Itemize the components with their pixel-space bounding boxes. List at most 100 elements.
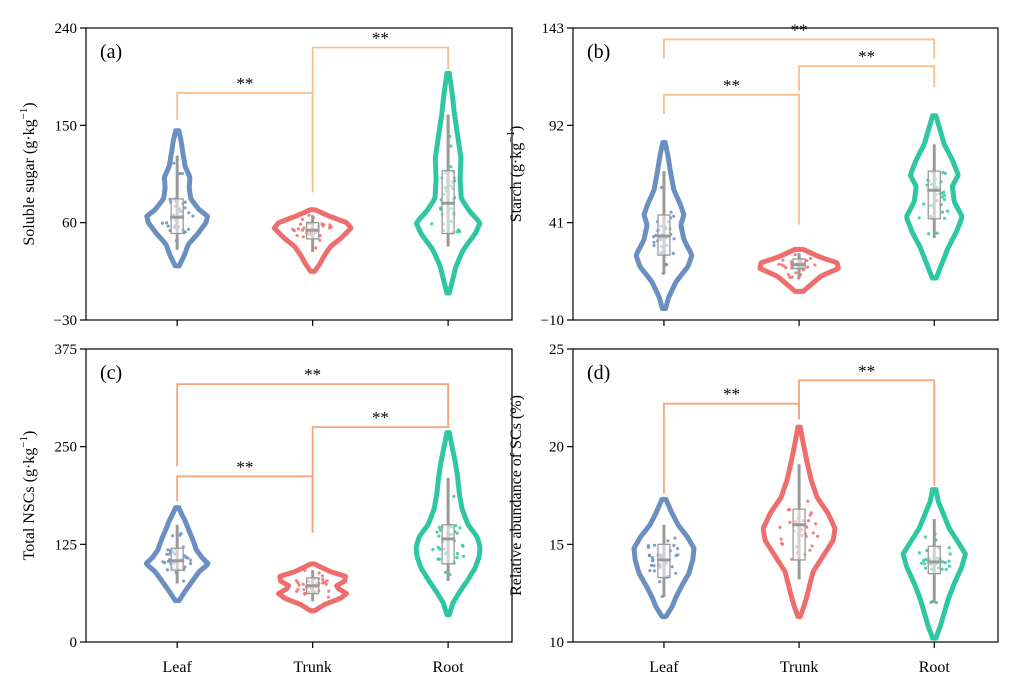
data-point: [300, 217, 304, 221]
data-point: [674, 571, 678, 575]
data-point: [658, 580, 662, 584]
y-axis-label-tail: ): [508, 126, 525, 131]
data-point: [160, 221, 164, 225]
data-point: [920, 561, 924, 565]
box-iqr: [927, 170, 941, 220]
data-point: [947, 546, 951, 550]
y-axis-label: Total NSCs (g·kg−1): [18, 431, 38, 561]
data-point: [941, 210, 945, 214]
data-point: [671, 251, 675, 255]
data-point: [178, 533, 182, 537]
panel-label: (b): [587, 41, 610, 63]
data-point: [302, 588, 306, 592]
data-point: [327, 589, 331, 593]
data-point: [166, 548, 170, 552]
data-point: [779, 537, 783, 541]
data-point: [437, 525, 441, 530]
data-point: [942, 198, 947, 202]
data-point: [299, 222, 303, 226]
data-point: [935, 231, 939, 235]
data-point: [784, 266, 788, 270]
significance-label: **: [372, 408, 389, 427]
data-point: [809, 511, 813, 515]
y-tick-label: 143: [542, 21, 565, 37]
data-point: [652, 569, 657, 573]
significance-label: **: [791, 20, 808, 39]
y-tick-label: 15: [549, 537, 564, 553]
significance-bracket: **: [311, 28, 449, 193]
data-point: [430, 222, 434, 226]
data-point: [186, 556, 190, 560]
x-tick-label-leaf: Leaf: [649, 659, 679, 676]
data-point: [649, 563, 654, 567]
bracket-line: [798, 65, 936, 91]
data-point: [307, 213, 311, 217]
data-point: [652, 243, 656, 248]
data-point: [325, 579, 329, 583]
y-tick-label: 60: [62, 216, 77, 232]
data-point: [652, 240, 656, 244]
violin-outline: [271, 207, 354, 274]
significance-label: **: [304, 365, 321, 384]
data-point: [669, 210, 673, 214]
data-point: [940, 195, 944, 199]
y-tick-label: 0: [70, 635, 78, 651]
violin-leaf: [143, 505, 211, 604]
data-point: [648, 569, 652, 573]
y-axis-label-superscript: −1: [18, 436, 30, 448]
y-tick-label: 10: [549, 635, 564, 651]
x-tick-label-trunk: Trunk: [780, 659, 819, 676]
data-point: [652, 564, 656, 568]
data-point: [666, 539, 670, 543]
panel-label: (a): [100, 41, 122, 63]
data-point: [183, 206, 187, 210]
plot-frame: [572, 348, 999, 643]
violin-outline: [760, 424, 838, 620]
data-point: [191, 214, 195, 218]
data-point: [294, 579, 298, 583]
significance-bracket: **: [663, 20, 936, 59]
data-point: [942, 190, 946, 194]
data-point: [788, 275, 792, 279]
data-point: [188, 561, 193, 566]
data-point: [458, 526, 462, 530]
y-tick-label: 41: [549, 216, 564, 232]
data-point: [443, 570, 448, 574]
y-axis-label-superscript: −1: [18, 108, 30, 120]
x-tick-label-trunk: Trunk: [293, 659, 332, 676]
violin-root: [900, 487, 968, 641]
data-point: [672, 237, 676, 241]
y-tick-label: 92: [549, 118, 564, 134]
data-point: [301, 235, 305, 239]
data-point: [449, 144, 453, 148]
y-tick-label: 250: [55, 440, 78, 456]
data-point: [302, 226, 306, 230]
violin-outline: [757, 246, 841, 294]
data-point: [670, 565, 674, 569]
data-point: [672, 543, 676, 548]
data-point: [941, 560, 945, 564]
data-point: [793, 253, 797, 257]
data-point: [455, 556, 459, 560]
panel-a: −30 60 150 240 Soluble sugar (g·kg−1) (a) ** **: [18, 21, 513, 329]
data-point: [165, 552, 169, 556]
significance-bracket: **: [311, 408, 449, 533]
data-point: [435, 530, 439, 534]
data-point: [672, 214, 676, 218]
y-tick-label: 25: [549, 342, 564, 358]
y-tick-label: 125: [55, 537, 78, 553]
y-axis-label-main: Soluble sugar (g·kg: [21, 119, 38, 245]
violin-outline: [900, 487, 968, 641]
violin-outline: [413, 70, 483, 296]
data-point: [183, 554, 187, 558]
data-point: [321, 577, 325, 582]
y-axis-label: Starch (g·kg−1): [505, 126, 525, 223]
data-point: [816, 534, 820, 539]
data-point: [660, 185, 664, 190]
data-point: [183, 200, 187, 204]
y-axis-label-main: Relative abundance of SCs (%): [508, 395, 525, 596]
significance-bracket: **: [663, 385, 800, 494]
data-point: [652, 235, 656, 239]
data-point: [320, 222, 324, 226]
violin-trunk: [760, 424, 838, 620]
